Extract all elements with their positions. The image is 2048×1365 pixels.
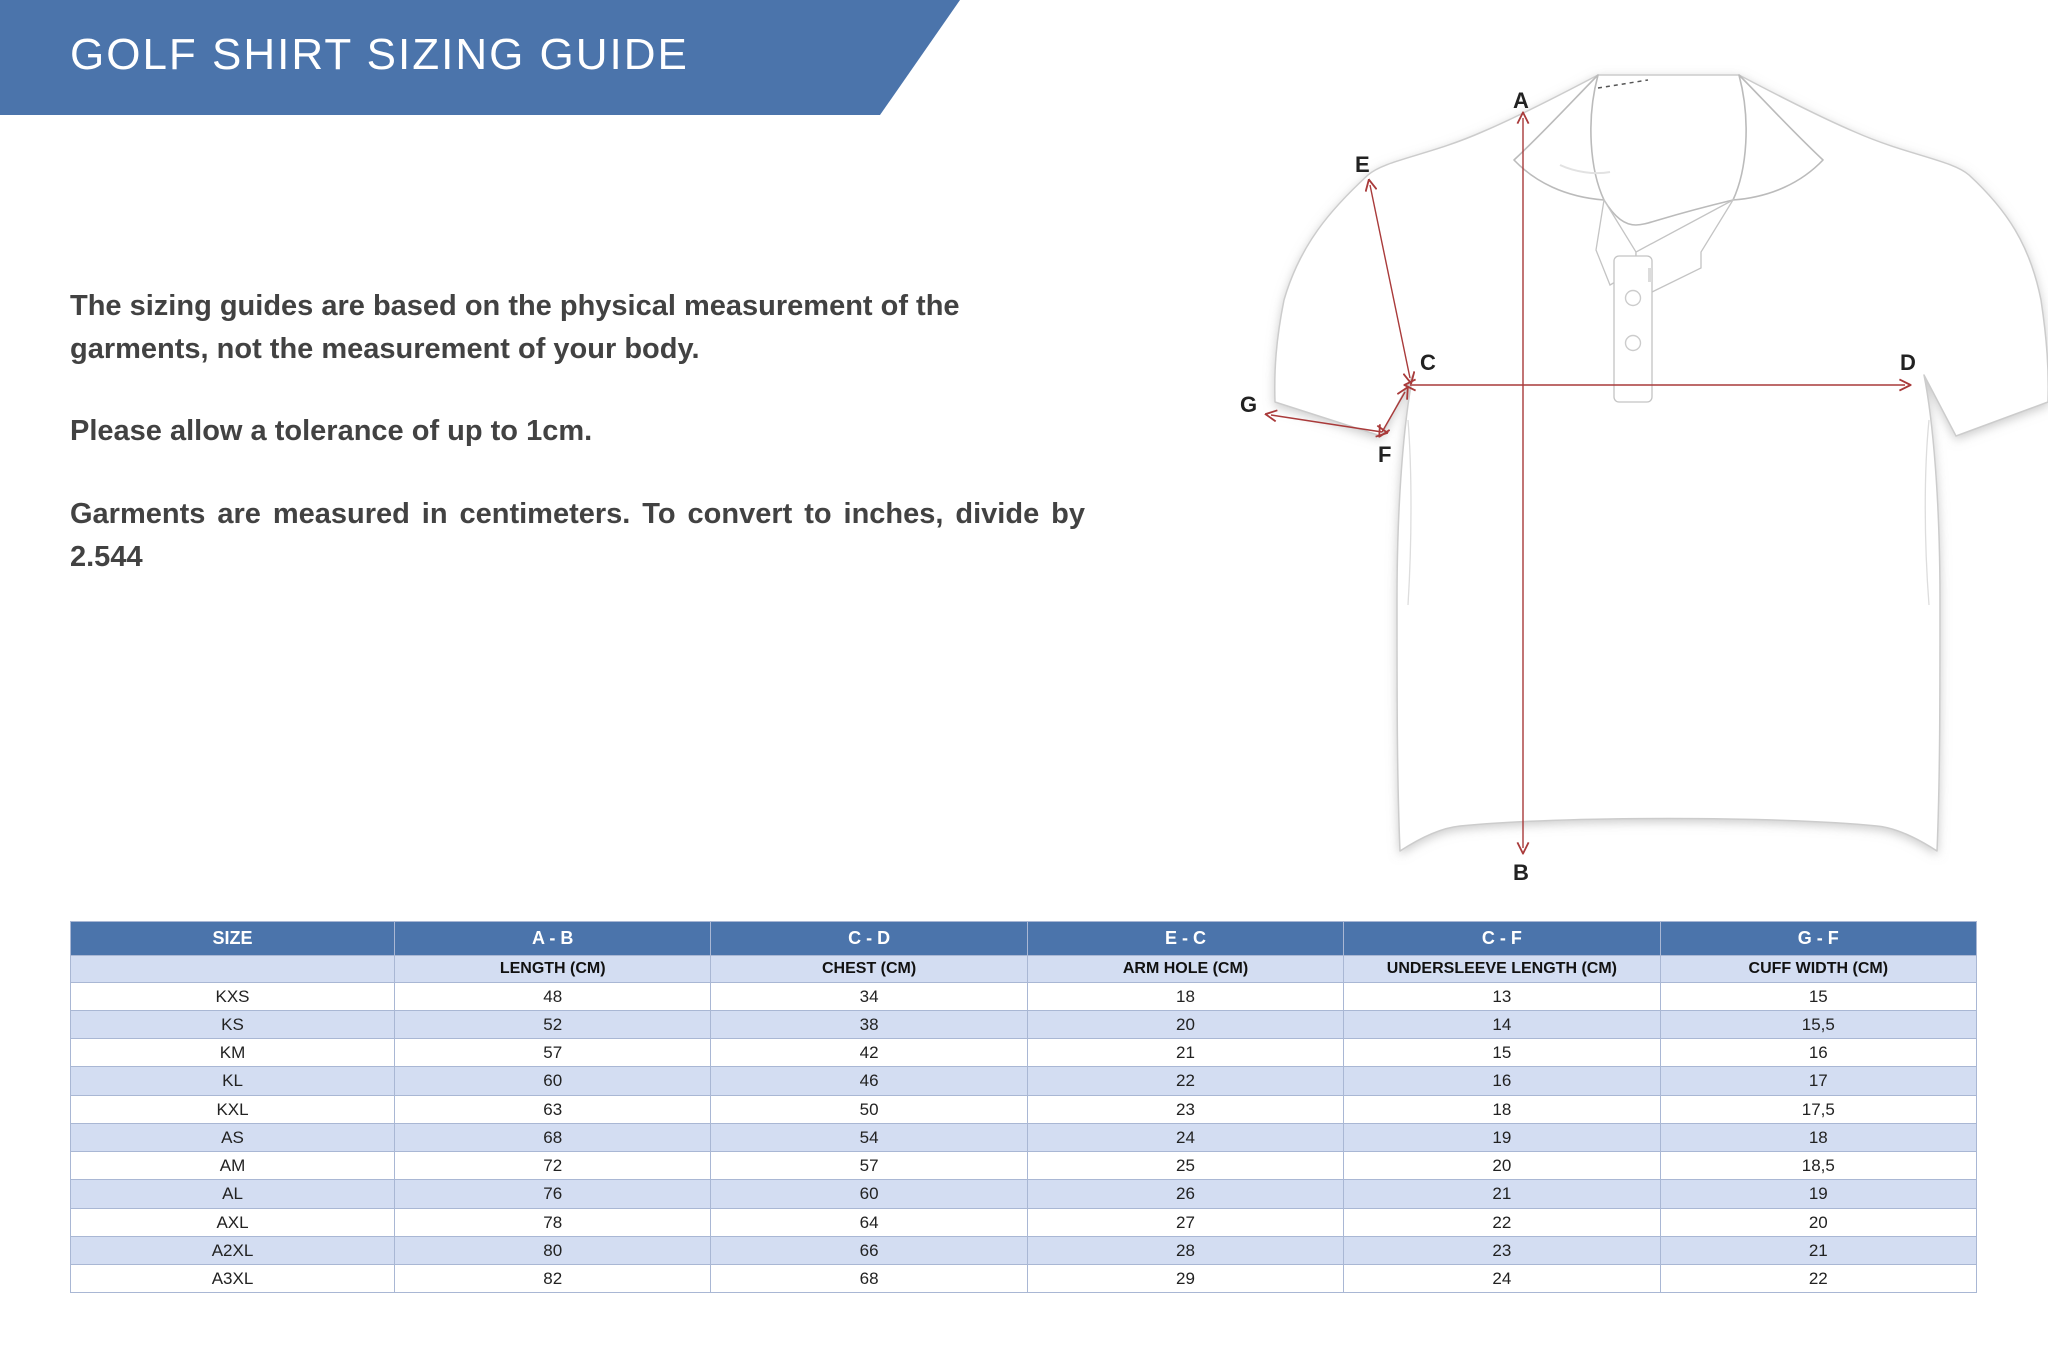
svg-text:C: C: [1420, 350, 1436, 375]
svg-text:F: F: [1378, 442, 1391, 467]
svg-text:B: B: [1513, 860, 1529, 885]
svg-text:E: E: [1355, 152, 1370, 177]
svg-text:A: A: [1513, 88, 1529, 113]
svg-text:D: D: [1900, 350, 1916, 375]
svg-text:G: G: [1240, 392, 1257, 417]
